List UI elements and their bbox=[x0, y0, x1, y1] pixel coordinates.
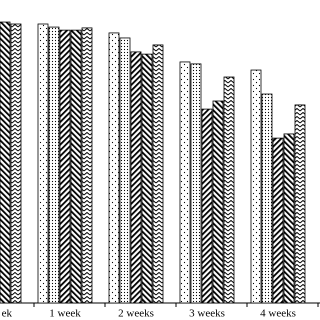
bar bbox=[283, 133, 295, 304]
bar bbox=[10, 23, 22, 304]
bar bbox=[223, 76, 235, 304]
bar bbox=[130, 51, 142, 304]
bar bbox=[141, 53, 153, 304]
bar bbox=[201, 108, 213, 304]
bar bbox=[48, 26, 60, 304]
x-tick-label: 3 weeks bbox=[189, 308, 225, 320]
x-tick-label: 4 weeks bbox=[260, 308, 296, 320]
bar bbox=[59, 29, 71, 304]
bar bbox=[37, 23, 49, 304]
bar bbox=[0, 21, 11, 304]
bar bbox=[212, 100, 224, 304]
x-tick-label: ek bbox=[2, 308, 13, 320]
bar bbox=[152, 44, 164, 304]
bar bbox=[190, 63, 202, 304]
bar bbox=[294, 104, 306, 304]
bar bbox=[179, 61, 191, 304]
bar bbox=[108, 32, 120, 304]
x-tick-label: 1 week bbox=[49, 308, 81, 320]
bar bbox=[70, 29, 82, 304]
bar bbox=[250, 69, 262, 304]
bar bbox=[272, 137, 284, 304]
bar bbox=[81, 27, 93, 304]
x-tick-label: 2 weeks bbox=[118, 308, 154, 320]
bar bbox=[261, 93, 273, 304]
bar bbox=[119, 37, 131, 304]
